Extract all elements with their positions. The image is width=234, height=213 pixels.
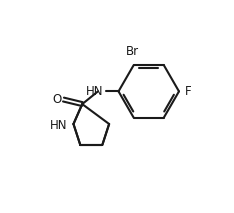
- Text: HN: HN: [50, 119, 67, 132]
- Text: O: O: [52, 93, 62, 106]
- Text: Br: Br: [126, 45, 139, 58]
- Text: HN: HN: [86, 85, 103, 98]
- Text: F: F: [184, 85, 191, 98]
